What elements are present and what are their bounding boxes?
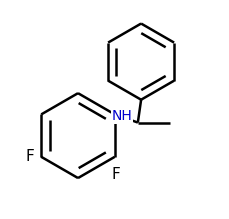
Text: NH: NH bbox=[111, 109, 132, 123]
Text: F: F bbox=[26, 149, 35, 164]
Text: F: F bbox=[111, 167, 120, 182]
